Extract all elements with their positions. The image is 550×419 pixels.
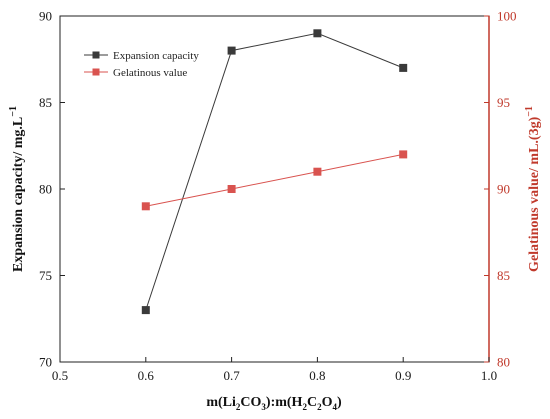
legend-label-expansion: Expansion capacity: [113, 50, 199, 62]
legend-marker-gelatinous: [92, 68, 100, 76]
series-lines: [145, 32, 404, 311]
y-left-axis-ticks: 70 75 80 85 90: [39, 9, 65, 370]
y-right-tick-label: 85: [497, 268, 510, 283]
y-right-axis-title-sup: −1: [524, 106, 535, 117]
x-tick-label: 0.6: [138, 368, 155, 383]
y-right-tick-label: 95: [497, 95, 510, 110]
x-tick-label: 0.8: [309, 368, 325, 383]
y-left-tick-label: 80: [39, 182, 52, 197]
y-left-tick-label: 85: [39, 95, 52, 110]
series-line-expansion: [145, 32, 404, 311]
y-left-axis-title: Expansion capacity/ mg.L−1: [8, 106, 26, 272]
y-right-axis-title: Gelatinous value/ mL.(3g)−1: [524, 106, 542, 272]
legend-label-gelatinous: Gelatinous value: [113, 67, 187, 79]
data-point-expansion: [227, 46, 236, 55]
y-left-tick-label: 75: [39, 268, 52, 283]
x-axis-title-sub: 2: [302, 402, 307, 412]
y-left-axis-title-text: Expansion capacity/ mg.L: [11, 117, 26, 272]
data-point-gelatinous: [313, 167, 322, 176]
y-right-tick-label: 80: [497, 355, 510, 370]
data-point-expansion: [313, 29, 322, 38]
series-points: [141, 29, 408, 315]
series-line-gelatinous: [145, 153, 404, 207]
y-left-axis-title-sup: −1: [8, 106, 19, 117]
data-point-gelatinous: [141, 202, 150, 211]
x-axis-title-part: C: [307, 395, 317, 410]
x-axis-title: m(Li2CO3):m(H2C2O4): [206, 395, 342, 412]
x-axis-title-sub: 4: [332, 402, 337, 412]
y-right-tick-label: 100: [497, 9, 517, 24]
y-right-axis-title-text: Gelatinous value/ mL.(3g): [527, 116, 542, 272]
x-axis-title-part: m(Li: [206, 395, 236, 410]
y-left-tick-label: 70: [39, 355, 52, 370]
data-point-expansion: [141, 306, 150, 315]
x-tick-label: 0.5: [52, 368, 68, 383]
data-point-gelatinous: [227, 185, 236, 193]
data-point-gelatinous: [399, 150, 408, 159]
y-left-tick-label: 90: [39, 9, 52, 24]
data-point-expansion: [399, 63, 408, 72]
x-axis-title-sub: 2: [236, 402, 241, 412]
x-axis-title-part: O: [322, 395, 333, 410]
x-axis-title-part: ):m(H: [266, 395, 303, 410]
x-axis-title-sub: 3: [261, 402, 266, 412]
x-axis-title-part: CO: [240, 395, 261, 410]
legend-marker-expansion: [92, 51, 100, 59]
x-axis-title-sub: 2: [317, 402, 322, 412]
y-right-tick-label: 90: [497, 182, 510, 197]
x-tick-label: 0.7: [223, 368, 240, 383]
x-tick-label: 0.9: [395, 368, 411, 383]
legend: Expansion capacity Gelatinous value: [84, 50, 199, 79]
x-tick-label: 1.0: [481, 368, 497, 383]
x-axis-ticks: 0.5 0.6 0.7 0.8 0.9 1.0: [52, 357, 497, 383]
x-axis-title-part: ): [337, 395, 342, 410]
y-right-axis-ticks: 80 85 90 95 100: [484, 9, 517, 370]
